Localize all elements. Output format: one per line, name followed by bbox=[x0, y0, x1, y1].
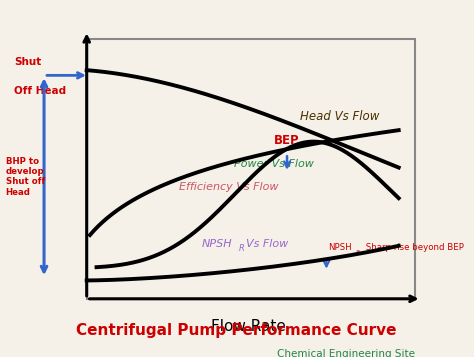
Text: Off Head: Off Head bbox=[14, 86, 66, 96]
Text: BHP to
develop
Shut off
Head: BHP to develop Shut off Head bbox=[6, 157, 45, 197]
Text: Shut: Shut bbox=[14, 57, 41, 67]
Text: Efficiency Vs Flow: Efficiency Vs Flow bbox=[179, 182, 278, 192]
Text: NPSH: NPSH bbox=[328, 243, 352, 252]
Text: Vs Flow: Vs Flow bbox=[246, 239, 288, 249]
Text: Centrifugal Pump Performance Curve: Centrifugal Pump Performance Curve bbox=[76, 323, 396, 338]
Text: Flow Rate: Flow Rate bbox=[211, 319, 286, 334]
Text: NPSH: NPSH bbox=[201, 239, 232, 249]
Text: BEP: BEP bbox=[274, 134, 300, 147]
Bar bbox=[87, 39, 415, 299]
Text: Head Vs Flow: Head Vs Flow bbox=[300, 110, 380, 124]
Text: R: R bbox=[238, 245, 244, 253]
Text: a: a bbox=[356, 249, 360, 255]
Text: Power Vs Flow: Power Vs Flow bbox=[235, 159, 314, 169]
Text: Sharp rise beyond BEP: Sharp rise beyond BEP bbox=[363, 243, 464, 252]
Text: Chemical Engineering Site: Chemical Engineering Site bbox=[277, 349, 415, 357]
